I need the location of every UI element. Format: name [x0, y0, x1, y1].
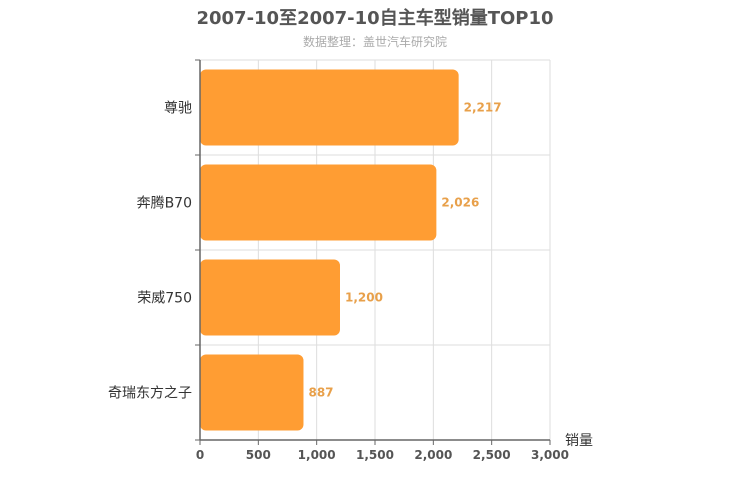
bar	[200, 259, 340, 336]
x-tick-label: 500	[246, 448, 271, 462]
bar-value-label: 2,217	[464, 101, 502, 115]
x-tick-label: 3,000	[531, 448, 569, 462]
x-tick-label: 2,000	[414, 448, 452, 462]
bar	[200, 354, 304, 431]
x-tick-label: 2,500	[473, 448, 511, 462]
bar-value-label: 887	[308, 386, 333, 400]
x-tick-label: 0	[196, 448, 204, 462]
y-tick-label: 奇瑞东方之子	[108, 385, 192, 402]
bar	[200, 164, 437, 241]
x-axis-title: 销量	[565, 433, 593, 449]
chart-subtitle: 数据整理：盖世汽车研究院	[302, 35, 447, 49]
y-tick-label: 奔腾B70	[137, 195, 192, 212]
bar	[200, 69, 459, 146]
bar-value-label: 1,200	[345, 291, 383, 305]
y-tick-label: 荣威750	[137, 291, 192, 307]
chart-title: 2007-10至2007-10自主车型销量TOP10	[196, 8, 554, 29]
x-tick-label: 1,000	[298, 448, 336, 462]
y-tick-label: 尊驰	[164, 100, 192, 117]
bar-value-label: 2,026	[441, 196, 479, 210]
x-tick-label: 1,500	[356, 448, 394, 462]
